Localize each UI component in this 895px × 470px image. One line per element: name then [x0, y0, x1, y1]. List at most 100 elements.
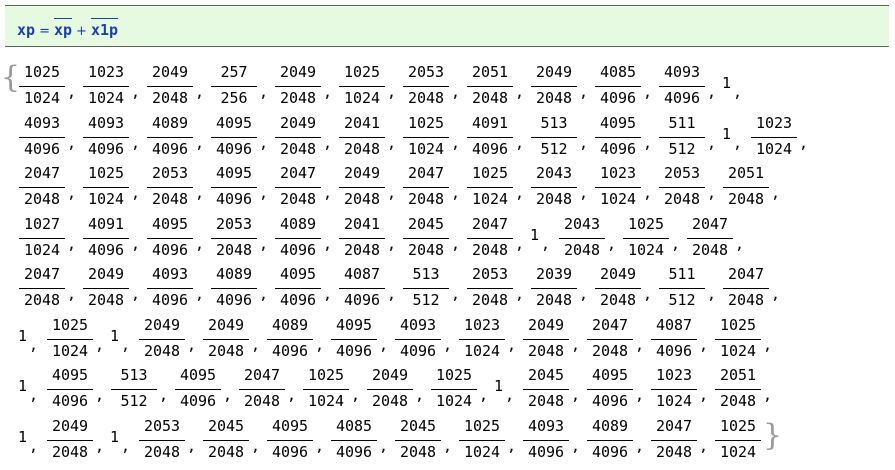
separator-comma: ,: [387, 234, 397, 253]
fraction-bar: [403, 136, 449, 138]
denominator: 1024: [87, 190, 125, 208]
separator-comma: ,: [579, 184, 589, 202]
fraction: 2047 2048: [466, 213, 514, 261]
fraction: 1025 1024: [714, 314, 762, 362]
numerator: 2047: [591, 315, 629, 334]
integer-value: 1: [494, 377, 504, 395]
separator-comma: ,: [635, 436, 645, 455]
integer-value: 1: [530, 225, 540, 244]
fraction: 511 512: [658, 112, 706, 160]
fraction-bar: [47, 389, 93, 390]
denominator: 4096: [599, 139, 637, 158]
fraction: 2053 2048: [146, 162, 194, 210]
numerator: 257: [220, 63, 248, 81]
numerator: 1025: [435, 366, 473, 384]
denominator: 1024: [23, 240, 61, 259]
fraction: 4095 4096: [210, 162, 258, 210]
separator-comma: ,: [443, 436, 453, 455]
fraction-bar: [211, 288, 257, 289]
numerator: 2053: [143, 416, 181, 435]
numerator: 2053: [663, 164, 701, 182]
fraction: 2049 2048: [202, 314, 250, 362]
separator-comma: ,: [507, 335, 517, 354]
fraction: 2053 2048: [658, 162, 706, 210]
fraction-bar: [531, 288, 577, 289]
separator-comma: ,: [771, 285, 781, 303]
fraction-bar: [367, 389, 413, 390]
fraction-bar: [339, 237, 385, 239]
denominator: 4096: [87, 240, 125, 259]
separator-comma: ,: [515, 184, 525, 202]
input-expression[interactable]: xp = xp + x1p: [17, 21, 118, 39]
fraction-bar: [211, 136, 257, 138]
fraction-bar: [267, 439, 313, 441]
numerator: 2045: [399, 416, 437, 435]
denominator: 2048: [471, 89, 509, 107]
numerator: 2049: [207, 315, 245, 334]
separator-comma: ,: [735, 234, 745, 253]
denominator: 4096: [335, 341, 373, 360]
numerator: 4095: [271, 416, 309, 435]
numerator: 513: [120, 366, 148, 384]
fraction-bar: [139, 439, 185, 441]
denominator: 2048: [535, 89, 573, 107]
denominator: 2048: [207, 442, 245, 461]
separator-comma: ,: [607, 234, 617, 253]
denominator: 2048: [563, 240, 601, 259]
separator-comma: ,: [131, 83, 141, 101]
fraction: 4089 4096: [586, 415, 634, 463]
numerator: 1023: [655, 366, 693, 384]
separator-comma: ,: [251, 436, 261, 455]
fraction: 4093 4096: [394, 314, 442, 362]
fraction-bar: [331, 338, 377, 340]
fraction: 4093 4096: [522, 415, 570, 463]
separator-comma: ,: [315, 436, 325, 455]
separator-comma: ,: [259, 83, 269, 101]
denominator: 4096: [279, 291, 317, 309]
denominator: 2048: [655, 442, 693, 461]
separator-comma: ,: [323, 184, 333, 202]
fraction-bar: [723, 288, 769, 289]
denominator: 1024: [51, 341, 89, 360]
denominator: 4096: [215, 139, 253, 158]
denominator: 4096: [215, 291, 253, 309]
numerator: 2045: [527, 366, 565, 384]
input-cell[interactable]: xp = xp + x1p: [5, 5, 889, 47]
denominator: 2048: [343, 240, 381, 259]
fraction: 511 512: [658, 263, 706, 311]
separator-comma: ,: [121, 335, 131, 354]
denominator: 1024: [655, 392, 693, 410]
separator-comma: ,: [259, 285, 269, 303]
fraction-bar: [111, 389, 157, 390]
fraction: 2047 2048: [650, 415, 698, 463]
separator-comma: ,: [187, 335, 197, 354]
denominator: 4096: [335, 442, 373, 461]
numerator: 4093: [399, 315, 437, 334]
fraction-bar: [203, 338, 249, 340]
integer-value: 1: [110, 326, 120, 345]
numerator: 2041: [343, 113, 381, 132]
numerator: 4089: [151, 113, 189, 132]
fraction: 2045 2048: [402, 213, 450, 261]
plus-sign: +: [76, 24, 87, 39]
numerator: 2049: [343, 164, 381, 182]
output-row: 1, 2049 2048, 1, 2053 2048, 2045 2048, 4095 4096,…: [0, 415, 895, 463]
fraction-bar: [715, 338, 761, 340]
numerator: 2049: [279, 113, 317, 132]
denominator: 4096: [271, 442, 309, 461]
numerator: 2047: [691, 214, 729, 233]
numerator: 4093: [23, 113, 61, 132]
fraction: 1023 1024: [750, 112, 798, 160]
separator-comma: ,: [571, 335, 581, 354]
denominator: 2048: [535, 291, 573, 309]
fraction-bar: [83, 288, 129, 289]
fraction: 2049 2048: [366, 364, 414, 412]
numerator: 4095: [215, 113, 253, 132]
numerator: 2043: [535, 164, 573, 182]
separator-comma: ,: [95, 386, 105, 404]
numerator: 1025: [719, 416, 757, 435]
output-row: 2047 2048, 1025 1024, 2053 2048, 4095 4096, 2047…: [0, 162, 895, 210]
fraction: 4087 4096: [650, 314, 698, 362]
fraction: 1025 1024: [338, 61, 386, 109]
separator-comma: ,: [699, 386, 709, 404]
